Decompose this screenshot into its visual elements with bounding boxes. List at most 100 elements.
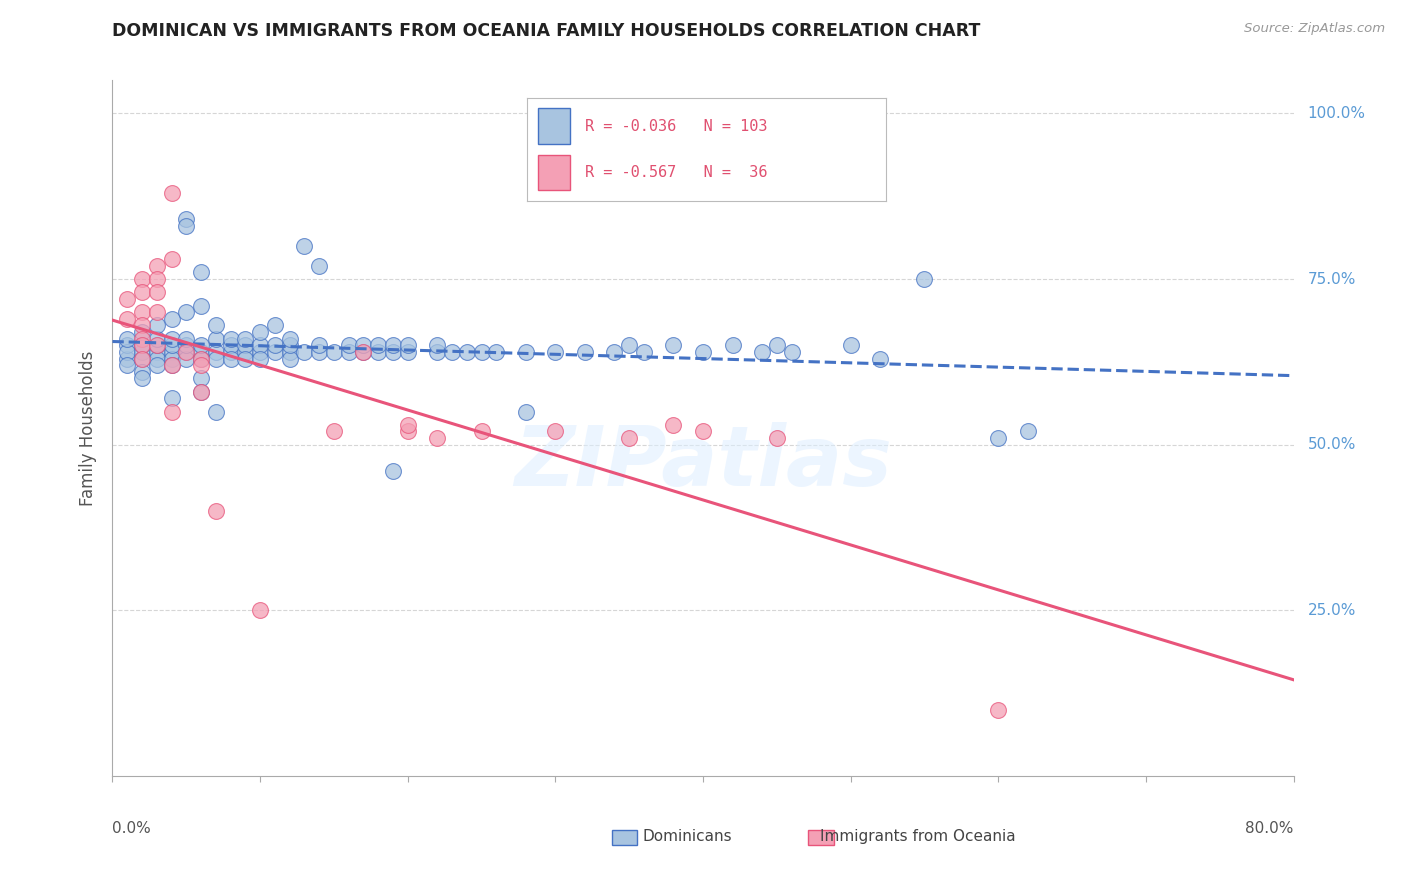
Point (692, 345, 714, 359)
Point (264, 318, 287, 333)
Point (160, 252, 183, 267)
Point (160, 332, 183, 346)
Point (278, 338, 301, 352)
Point (396, 417, 419, 432)
Point (174, 338, 197, 352)
Point (515, 404, 537, 418)
Point (117, 351, 138, 366)
Point (396, 338, 419, 352)
Point (396, 345, 419, 359)
Point (619, 338, 641, 352)
Text: 80.0%: 80.0% (1246, 822, 1294, 837)
Point (367, 345, 389, 359)
Text: DOMINICAN VS IMMIGRANTS FROM OCEANIA FAMILY HOUSEHOLDS CORRELATION CHART: DOMINICAN VS IMMIGRANTS FROM OCEANIA FAM… (112, 22, 981, 40)
Point (160, 392, 183, 406)
Point (117, 358, 138, 372)
Point (131, 325, 153, 339)
Point (174, 305, 197, 319)
Point (278, 332, 301, 346)
Text: Immigrants from Oceania: Immigrants from Oceania (820, 830, 1015, 844)
Point (219, 351, 242, 366)
Text: 50.0%: 50.0% (1308, 437, 1355, 452)
Point (249, 345, 271, 359)
Point (131, 332, 153, 346)
Point (190, 371, 212, 385)
Point (692, 425, 714, 439)
Point (146, 318, 169, 333)
Point (174, 332, 197, 346)
Point (751, 345, 773, 359)
Point (619, 431, 641, 445)
Point (987, 431, 1010, 445)
Point (117, 345, 138, 359)
Point (323, 425, 346, 439)
FancyBboxPatch shape (538, 109, 571, 145)
Point (131, 338, 153, 352)
Point (426, 431, 449, 445)
Point (174, 219, 197, 233)
Point (117, 292, 138, 306)
Point (205, 351, 228, 366)
Point (249, 338, 271, 352)
Point (131, 345, 153, 359)
Point (633, 345, 655, 359)
Point (308, 338, 330, 352)
Point (146, 259, 169, 273)
Point (205, 332, 228, 346)
Point (190, 384, 212, 399)
Point (249, 603, 271, 617)
Point (190, 351, 212, 366)
Point (190, 265, 212, 279)
Point (396, 425, 419, 439)
Text: 0.0%: 0.0% (112, 822, 152, 837)
Point (174, 345, 197, 359)
Point (337, 338, 360, 352)
Point (914, 272, 936, 286)
Point (352, 345, 374, 359)
Point (146, 285, 169, 300)
FancyBboxPatch shape (538, 154, 571, 190)
Y-axis label: Family Households: Family Households (79, 351, 97, 506)
Point (131, 371, 153, 385)
Point (205, 318, 228, 333)
Point (323, 345, 346, 359)
Point (249, 351, 271, 366)
Point (839, 338, 862, 352)
Point (766, 431, 789, 445)
Point (264, 338, 287, 352)
Point (233, 332, 256, 346)
Point (131, 351, 153, 366)
Point (574, 345, 596, 359)
Point (190, 351, 212, 366)
Point (160, 351, 183, 366)
Point (160, 338, 183, 352)
Point (352, 338, 374, 352)
Point (146, 272, 169, 286)
Point (117, 332, 138, 346)
Point (470, 345, 494, 359)
Point (441, 345, 464, 359)
Text: 100.0%: 100.0% (1308, 106, 1365, 121)
Point (456, 345, 478, 359)
Point (219, 338, 242, 352)
Point (292, 239, 315, 253)
Point (292, 345, 315, 359)
Text: Dominicans: Dominicans (643, 830, 733, 844)
Point (544, 425, 567, 439)
Point (190, 358, 212, 372)
Point (146, 358, 169, 372)
Point (160, 358, 183, 372)
Point (174, 351, 197, 366)
Point (131, 285, 153, 300)
Point (869, 351, 891, 366)
Point (233, 338, 256, 352)
Point (662, 417, 685, 432)
Point (160, 311, 183, 326)
Point (544, 345, 567, 359)
Point (780, 345, 803, 359)
Point (662, 338, 685, 352)
Point (721, 338, 744, 352)
Point (278, 345, 301, 359)
Point (233, 345, 256, 359)
Point (160, 358, 183, 372)
